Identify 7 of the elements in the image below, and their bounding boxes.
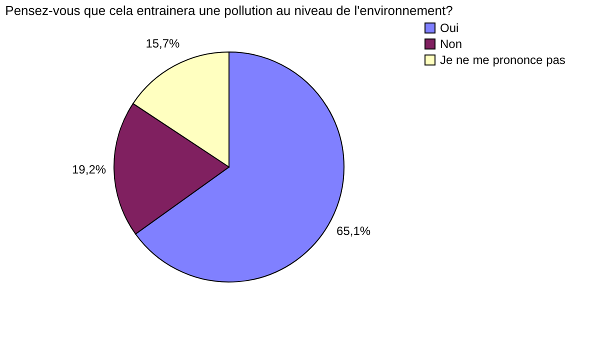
data-label: 15,7% [146,36,180,51]
data-label: 65,1% [336,224,371,238]
legend-label: Je ne me prononce pas [440,53,566,67]
legend-label: Non [440,37,462,51]
legend-label: Oui [440,21,459,35]
data-label: 19,2% [72,162,106,177]
chart-title: Pensez-vous que cela entrainera une pollution au niveau de l'environnement? [5,3,453,18]
